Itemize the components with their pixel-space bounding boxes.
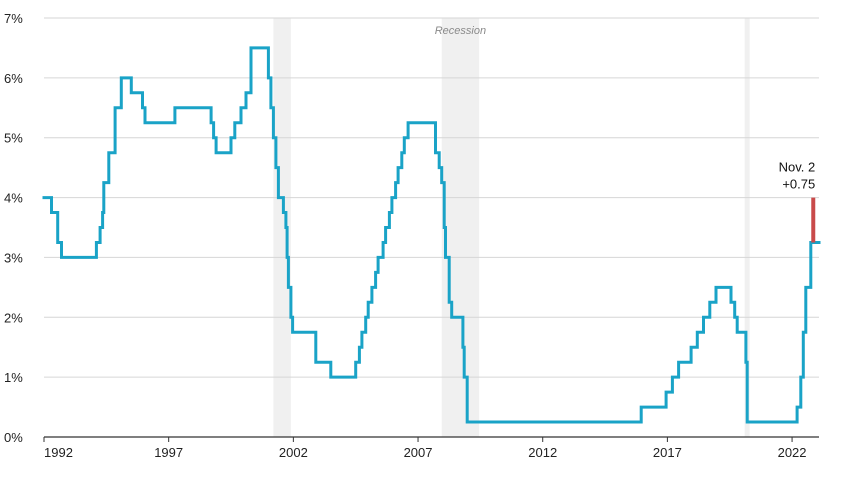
- x-tick-label: 2002: [279, 445, 308, 460]
- annotation-change: +0.75: [782, 177, 815, 192]
- x-tick-label: 1992: [44, 445, 73, 460]
- x-tick-label: 1997: [154, 445, 183, 460]
- recession-bands: [273, 18, 750, 437]
- y-tick-label: 0%: [4, 430, 23, 445]
- y-tick-label: 5%: [4, 131, 23, 146]
- x-axis-tick-labels: 1992 1997 2002 2007 2012 2017 2022: [43, 437, 807, 460]
- recession-band-3: [744, 18, 750, 437]
- y-gridlines: [44, 17, 819, 438]
- recession-label: Recession: [435, 25, 486, 37]
- annotation-date: Nov. 2: [779, 160, 816, 175]
- x-tick-label: 2022: [778, 445, 807, 460]
- y-tick-label: 6%: [4, 71, 23, 86]
- y-axis-tick-labels: 0% 1% 2% 3% 4% 5% 6% 7%: [4, 11, 23, 445]
- recession-band-2: [441, 18, 480, 437]
- x-tick-label: 2007: [404, 445, 433, 460]
- rate-series: [42, 46, 821, 424]
- y-tick-label: 4%: [4, 191, 23, 206]
- y-tick-label: 3%: [4, 250, 23, 265]
- x-tick-label: 2017: [653, 445, 682, 460]
- recession-band-1: [273, 18, 291, 437]
- y-tick-label: 7%: [4, 11, 23, 26]
- x-tick-label: 2012: [528, 445, 557, 460]
- y-tick-label: 2%: [4, 310, 23, 325]
- y-tick-label: 1%: [4, 370, 23, 385]
- rate-step-line-1: [42, 46, 821, 424]
- latest-change-annotation: Nov. 2 +0.75: [779, 160, 816, 243]
